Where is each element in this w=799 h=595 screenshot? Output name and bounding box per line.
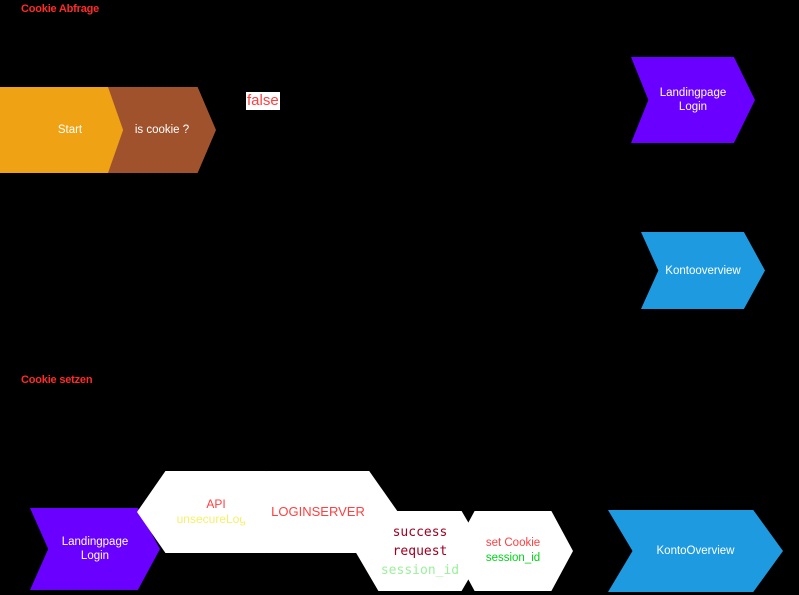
landingpage-login-top-line2: Login [678,101,708,113]
node-landingpage-login-top[interactable]: Landingpage Login [631,57,755,143]
node-is-cookie[interactable]: is cookie ? [108,87,216,173]
node-set-cookie-line1: set Cookie [485,537,541,549]
node-set-cookie[interactable]: set Cookie session_id [453,511,573,591]
node-landingpage-login-top-label: Landingpage Login [660,86,727,114]
landingpage-login-top-line1: Landingpage [659,87,727,99]
node-kontooverview-top[interactable]: Kontooverview [641,232,765,309]
node-kontooverview-bottom-label: KontoOverview [656,545,735,557]
node-api-line2: unsecureLogin [176,512,256,526]
node-loginserver-label: LOGINSERVER [271,504,365,519]
node-success-line3: session_id [380,562,460,578]
node-kontooverview-top-label: Kontooverview [665,264,741,277]
node-success-line1: success [392,524,448,540]
section-title-cookie-setzen: Cookie setzen [21,374,93,386]
node-kontooverview-bottom[interactable]: KontoOverview [608,510,783,592]
node-is-cookie-label: is cookie ? [134,124,190,136]
landingpage-login-bottom-line2: Login [80,550,110,562]
node-landingpage-login-bottom-label: Landingpage Login [62,535,129,563]
edge-label-false: false [246,92,280,110]
section-title-cookie-abfrage: Cookie Abfrage [21,3,100,15]
node-set-cookie-line2: session_id [485,552,541,564]
landingpage-login-bottom-line1: Landingpage [61,536,129,548]
node-api-line1: API [206,497,226,511]
node-loginserver[interactable]: LOGINSERVER [238,471,398,553]
node-landingpage-login-bottom[interactable]: Landingpage Login [30,508,160,590]
node-start-label: Start [57,124,83,136]
node-success-line2: request [392,543,448,559]
